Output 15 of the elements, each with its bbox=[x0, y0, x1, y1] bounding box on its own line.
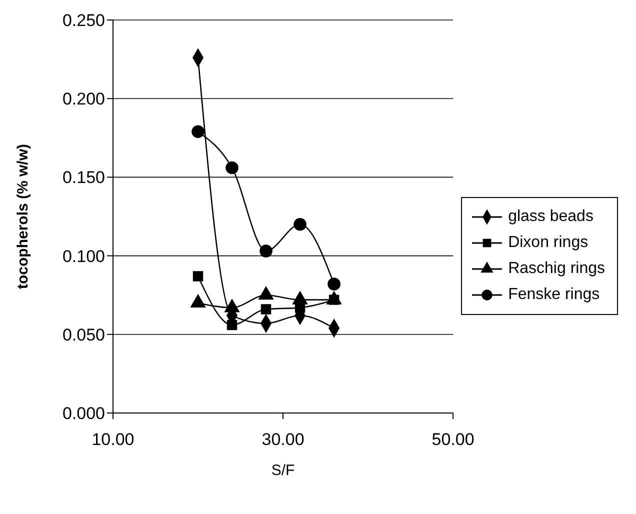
x-axis-title: S/F bbox=[271, 462, 295, 479]
legend-label: Dixon rings bbox=[508, 234, 588, 252]
x-tick-label: 10.00 bbox=[92, 430, 134, 450]
y-tick-label: 0.050 bbox=[62, 325, 105, 344]
y-tick-label: 0.200 bbox=[62, 90, 105, 109]
y-tick-label: 0.000 bbox=[62, 404, 105, 424]
y-tick-label: 0.100 bbox=[62, 246, 105, 266]
x-tick-label: 30.00 bbox=[262, 430, 304, 450]
y-tick-label: 0.250 bbox=[62, 11, 105, 30]
legend-label: Fenske rings bbox=[508, 286, 600, 304]
y-tick-label: 0.150 bbox=[62, 168, 105, 188]
legend-label: glass beads bbox=[508, 208, 594, 226]
x-tick-label: 50.00 bbox=[432, 430, 474, 450]
legend-label: Raschig rings bbox=[508, 260, 605, 278]
y-axis-title: tocopherols (% w/w) bbox=[14, 144, 32, 290]
